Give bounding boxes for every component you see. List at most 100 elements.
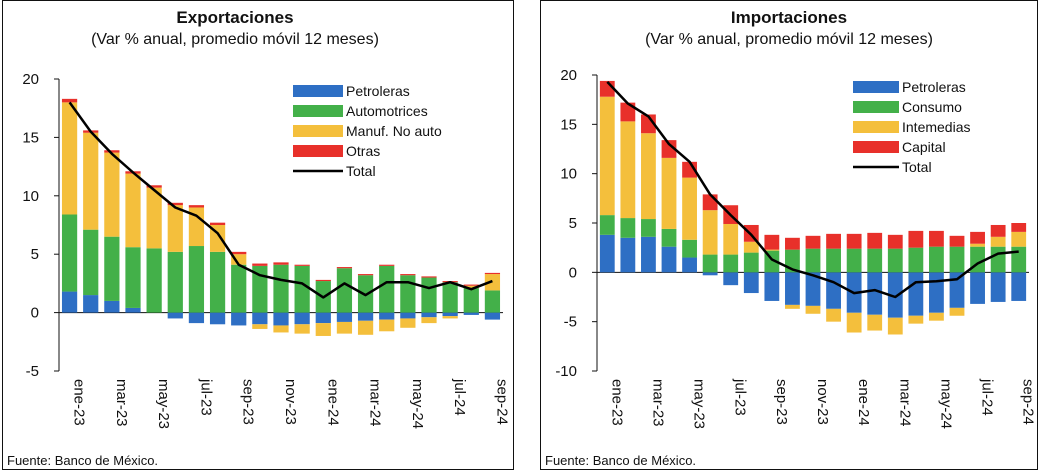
bar-segment xyxy=(641,114,656,134)
legend-swatch xyxy=(293,145,343,157)
bar-segment xyxy=(421,317,437,324)
bar-segment xyxy=(990,236,1006,247)
bar-segment xyxy=(682,239,697,258)
bar-segment xyxy=(61,102,78,215)
bar-segment xyxy=(949,307,965,316)
bar-segment xyxy=(661,140,677,158)
bar-segment xyxy=(702,194,718,211)
legend-swatch xyxy=(853,101,899,113)
legend: Petroleras Automotrices Manuf. No auto Otra… xyxy=(293,83,442,179)
bar-segment xyxy=(702,210,718,255)
bar-segment xyxy=(294,264,310,266)
bar-segment xyxy=(867,248,883,273)
x-tick-label: sep-23 xyxy=(240,379,257,425)
x-tick-label: jul-24 xyxy=(451,378,468,416)
x-tick-label: mar-24 xyxy=(367,379,384,427)
bar-segment xyxy=(1011,246,1027,273)
importaciones-chart: Importaciones (Var % anual, promedio móv… xyxy=(545,8,1037,468)
x-tick-label: nov-23 xyxy=(282,379,299,425)
bar-segment xyxy=(209,312,226,325)
bar-segment xyxy=(846,312,862,333)
bar-segment xyxy=(682,177,697,240)
bar-segment xyxy=(887,272,903,318)
bar-segment xyxy=(294,265,310,313)
chart-subtitle: (Var % anual, promedio móvil 12 meses) xyxy=(645,31,933,48)
exportaciones-chart-panel: Exportaciones (Var % anual, promedio móv… xyxy=(2,0,514,470)
bar-segment xyxy=(61,291,78,313)
bar-segment xyxy=(990,224,1006,237)
bar-segment xyxy=(805,248,821,273)
bar-segment xyxy=(146,185,162,188)
bar-segment xyxy=(231,312,247,326)
bar-segment xyxy=(887,234,903,249)
x-tick-label: mar-23 xyxy=(649,379,666,427)
bar-segment xyxy=(252,263,268,266)
bar-segment xyxy=(104,236,120,301)
x-tick-label: may-24 xyxy=(937,379,954,429)
bar-segment xyxy=(661,246,677,273)
bar-segment xyxy=(400,275,416,313)
bar-segment xyxy=(421,277,437,313)
bar-segment xyxy=(887,317,903,335)
y-tick-label: 10 xyxy=(22,188,39,205)
x-tick-label: may-24 xyxy=(409,379,426,429)
bar-segment xyxy=(357,274,374,276)
bar-segment xyxy=(826,272,841,309)
bar-segment xyxy=(463,312,479,315)
bar-segment xyxy=(104,150,120,153)
legend-label: Consumo xyxy=(902,99,962,115)
bar-segment xyxy=(231,254,247,265)
bar-segment xyxy=(785,237,800,250)
bar-segment xyxy=(484,312,501,320)
x-tick-label: sep-23 xyxy=(773,379,790,425)
bar-segment xyxy=(336,267,353,269)
bar-segment xyxy=(764,234,780,250)
legend-label: Otras xyxy=(346,143,380,159)
legend-swatch xyxy=(293,125,343,137)
bar-segment xyxy=(908,315,924,324)
bar-segment xyxy=(846,233,862,249)
bar-segment xyxy=(826,248,841,273)
bar-segment xyxy=(379,319,395,332)
legend-label: Manuf. No auto xyxy=(346,123,442,139)
bar-segment xyxy=(764,272,780,301)
bar-segment xyxy=(805,272,821,306)
bar-segment xyxy=(61,214,78,292)
bar-segment xyxy=(641,133,656,220)
bar-segment xyxy=(294,324,310,334)
bar-segment xyxy=(463,284,479,286)
importaciones-chart-panel: Importaciones (Var % anual, promedio móv… xyxy=(540,0,1038,470)
bar-segment xyxy=(146,187,162,249)
bar-segment xyxy=(620,237,636,273)
bar-segment xyxy=(908,272,924,316)
bar-segment xyxy=(104,152,120,237)
x-tick-label: jul-23 xyxy=(732,378,749,416)
bar-segment xyxy=(723,254,739,273)
bar-segment xyxy=(484,290,501,313)
bar-segment xyxy=(826,308,841,322)
bar-segment xyxy=(357,312,374,321)
bar-segment xyxy=(188,246,205,313)
legend-label: Automotrices xyxy=(346,103,428,119)
bar-segment xyxy=(970,243,985,247)
x-tick-label: nov-23 xyxy=(814,379,831,425)
bar-segment xyxy=(764,249,780,251)
bar-segment xyxy=(743,252,759,273)
bar-segment xyxy=(949,235,965,247)
bar-segment xyxy=(209,251,226,313)
chart-source: Fuente: Banco de México. xyxy=(7,453,158,468)
bar-segment xyxy=(743,241,759,253)
bar-segment xyxy=(294,312,310,325)
legend-swatch xyxy=(293,105,343,117)
bar-segment xyxy=(599,234,615,273)
x-tick-label: mar-23 xyxy=(113,379,130,427)
bar-segment xyxy=(805,305,821,314)
bar-segment xyxy=(661,157,677,229)
bar-segment xyxy=(125,173,141,248)
y-tick-label: 5 xyxy=(31,246,39,263)
y-tick-label: 10 xyxy=(560,166,577,183)
bar-segment xyxy=(743,272,759,294)
y-tick-label: -10 xyxy=(555,363,577,380)
bar-segment xyxy=(83,229,99,296)
bar-segment xyxy=(970,231,985,244)
